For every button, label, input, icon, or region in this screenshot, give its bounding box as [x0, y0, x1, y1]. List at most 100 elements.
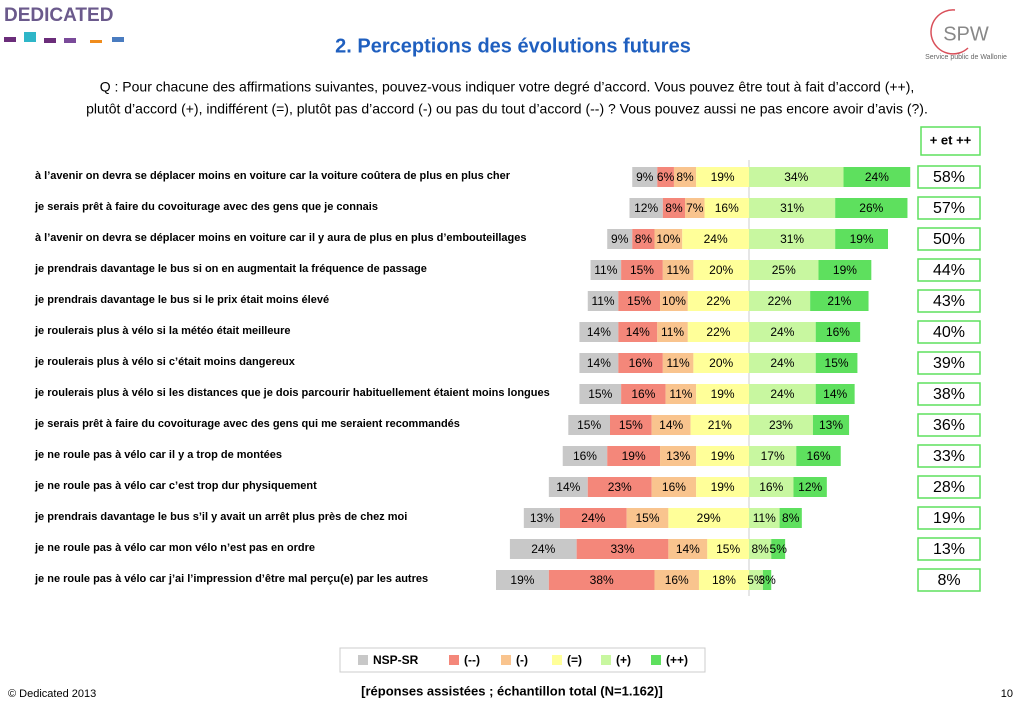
- bar-segment: [668, 539, 708, 559]
- total-label: 36%: [933, 417, 965, 434]
- bar-segment: [662, 198, 686, 218]
- bar-segment: [843, 167, 911, 187]
- bar-segment: [682, 229, 749, 249]
- bar-segment: [568, 415, 610, 435]
- total-box: [917, 289, 981, 313]
- segment-label: 16%: [662, 480, 686, 494]
- bar-segment: [607, 229, 633, 249]
- bar-segment: [685, 198, 705, 218]
- segment-label: 15%: [825, 356, 849, 370]
- logo-text: SPW: [943, 23, 989, 45]
- bar-segment: [779, 508, 802, 528]
- segment-label: 23%: [769, 418, 793, 432]
- segment-label: 18%: [712, 573, 736, 587]
- bar-segment: [632, 167, 658, 187]
- segment-label: 8%: [782, 511, 800, 525]
- total-label: 28%: [933, 479, 965, 496]
- segment-label: 38%: [590, 573, 614, 587]
- total-label: 57%: [933, 200, 965, 217]
- segment-label: 8%: [635, 232, 653, 246]
- segment-label: 6%: [657, 170, 675, 184]
- total-box: [917, 475, 981, 499]
- bar-segment: [607, 446, 661, 466]
- bar-segment: [579, 353, 619, 373]
- category-label: à l’avenir on devra se déplacer moins en…: [35, 232, 527, 244]
- segment-label: 11%: [594, 263, 617, 277]
- category-label: je ne roule pas à vélo car c’est trop du…: [34, 480, 317, 492]
- segment-label: 10%: [656, 232, 680, 246]
- bar-segment: [749, 167, 844, 187]
- segment-label: 16%: [826, 325, 850, 339]
- bar-segment: [579, 322, 619, 342]
- question-line: Q : Pour chacune des affirmations suivan…: [100, 79, 915, 95]
- legend-label: (--): [464, 653, 480, 667]
- bar-segment: [673, 167, 697, 187]
- bar-segment: [749, 415, 813, 435]
- segment-label: 17%: [761, 449, 785, 463]
- total-box: [917, 444, 981, 468]
- segment-label: 7%: [686, 201, 704, 215]
- bar-segment: [662, 353, 694, 373]
- bar-segment: [749, 198, 836, 218]
- segment-label: 31%: [780, 201, 804, 215]
- bar-segment: [815, 384, 855, 404]
- segment-label: 19%: [711, 480, 735, 494]
- bar-segment: [610, 415, 652, 435]
- total-label: 13%: [933, 541, 965, 558]
- bar-segment: [815, 353, 858, 373]
- bar-segment: [654, 570, 699, 590]
- bar-segment: [749, 291, 811, 311]
- copyright: © Dedicated 2013: [8, 688, 96, 700]
- segment-label: 24%: [770, 356, 794, 370]
- bar-segment: [629, 198, 663, 218]
- category-label: je prendrais davantage le bus si on en a…: [34, 263, 427, 275]
- legend-swatch: [601, 655, 611, 665]
- totals-title: + et ++: [930, 132, 972, 147]
- segment-label: 3%: [758, 573, 776, 587]
- bar-segment: [657, 167, 674, 187]
- segment-label: 22%: [706, 325, 730, 339]
- segment-label: 19%: [850, 232, 874, 246]
- segment-label: 33%: [610, 542, 634, 556]
- segment-label: 15%: [636, 511, 660, 525]
- segment-label: 5%: [770, 542, 788, 556]
- category-label: je ne roule pas à vélo car j’ai l’impres…: [34, 573, 428, 585]
- bar-segment: [835, 198, 908, 218]
- bar-segment: [762, 570, 772, 590]
- note: [réponses assistées ; échantillon total …: [361, 683, 663, 698]
- segment-label: 14%: [626, 325, 650, 339]
- totals-header-box: [920, 126, 981, 156]
- segment-label: 13%: [819, 418, 843, 432]
- segment-label: 34%: [784, 170, 808, 184]
- bar-segment: [749, 446, 797, 466]
- bar-segment: [707, 539, 749, 559]
- total-label: 8%: [937, 572, 960, 589]
- segment-label: 20%: [709, 356, 733, 370]
- total-box: [917, 258, 981, 282]
- bar-segment: [810, 291, 869, 311]
- bar-segment: [749, 229, 836, 249]
- total-box: [917, 320, 981, 344]
- segment-label: 9%: [611, 232, 629, 246]
- segment-label: 22%: [706, 294, 730, 308]
- segment-label: 8%: [751, 542, 769, 556]
- bar-segment: [559, 508, 627, 528]
- segment-label: 24%: [770, 325, 794, 339]
- segment-label: 16%: [759, 480, 783, 494]
- segment-label: 12%: [634, 201, 658, 215]
- bar-segment: [576, 539, 669, 559]
- bar-segment: [696, 446, 749, 466]
- category-label: je roulerais plus à vélo si c’était moin…: [34, 356, 296, 368]
- segment-label: 14%: [676, 542, 700, 556]
- segment-label: 19%: [510, 573, 534, 587]
- bar-segment: [587, 291, 619, 311]
- legend-label: NSP-SR: [373, 653, 419, 667]
- bar-segment: [796, 446, 841, 466]
- bar-segment: [696, 477, 749, 497]
- category-label: je serais prêt à faire du covoiturage av…: [34, 418, 460, 430]
- bar-segment: [835, 229, 888, 249]
- total-label: 33%: [933, 448, 965, 465]
- question-line: plutôt d’accord (+), indifférent (=), pl…: [86, 101, 928, 117]
- segment-label: 22%: [768, 294, 792, 308]
- segment-label: 16%: [665, 573, 689, 587]
